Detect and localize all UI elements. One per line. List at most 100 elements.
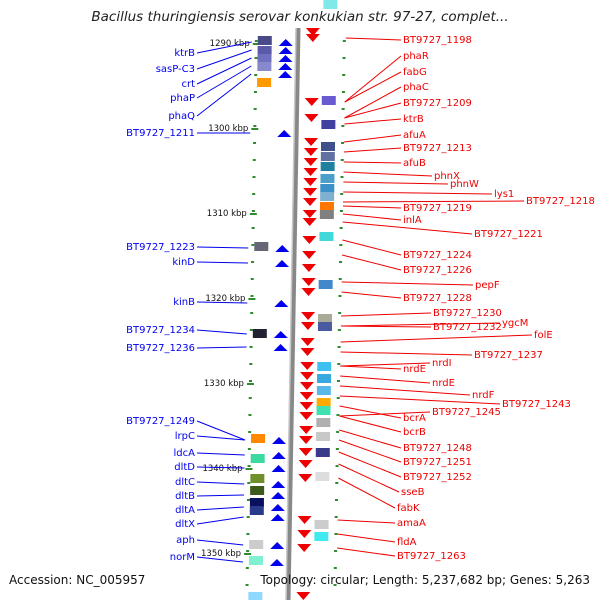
forward-arrow	[275, 245, 290, 252]
scale-label: 1290 kbp	[210, 39, 250, 49]
accession-label: Accession: NC_005957	[9, 573, 146, 587]
reverse-gene-label: ygcM	[502, 318, 528, 329]
reverse-gene-label: phaR	[403, 51, 429, 62]
forward-gene-label: kinD	[172, 257, 195, 268]
tick-mark-right	[341, 108, 345, 110]
reverse-gene-label: BT9727_1263	[397, 551, 466, 562]
tick-mark-left	[248, 414, 252, 416]
reverse-leader-line	[338, 463, 400, 493]
forward-feature-bar	[250, 474, 265, 483]
reverse-gene-label: phnW	[450, 179, 479, 190]
reverse-gene-label: BT9727_1219	[403, 203, 472, 214]
reverse-gene-label: fabK	[397, 503, 420, 514]
forward-arrow	[278, 71, 293, 78]
reverse-leader-line	[340, 351, 473, 356]
forward-leader-line	[196, 556, 243, 563]
forward-gene-label: dltC	[175, 477, 195, 488]
reverse-gene-label: lys1	[494, 189, 514, 200]
reverse-feature-bar	[320, 162, 335, 171]
reverse-feature-bar	[318, 314, 333, 323]
tick-mark-right	[341, 125, 345, 127]
reverse-arrow	[303, 168, 318, 176]
forward-feature-bar	[249, 498, 264, 507]
reverse-gene-label: pepF	[475, 280, 500, 291]
reverse-gene-label: ktrB	[403, 114, 424, 125]
forward-gene-label: BT9727_1249	[126, 416, 195, 427]
tick-mark-left	[251, 244, 255, 246]
tick-mark-left	[248, 431, 252, 433]
reverse-gene-label: sseB	[401, 487, 425, 498]
reverse-arrow	[298, 460, 313, 468]
scale-tick	[246, 383, 254, 385]
reverse-feature-bar	[316, 418, 331, 427]
forward-arrow	[275, 260, 290, 267]
forward-gene-label: phaP	[170, 93, 195, 104]
tick-mark-left	[249, 329, 253, 331]
reverse-arrow	[305, 34, 320, 42]
reverse-arrow	[303, 198, 318, 206]
reverse-leader-line	[340, 362, 431, 367]
forward-leader-line	[196, 516, 244, 525]
forward-arrow	[270, 504, 285, 511]
topology-label: Topology: circular; Length: 5,237,682 bp…	[260, 573, 590, 587]
reverse-leader-line	[339, 429, 402, 449]
tick-mark-right	[335, 465, 339, 467]
tick-mark-left	[246, 533, 250, 535]
scale-tick	[251, 128, 259, 130]
reverse-feature-bar	[320, 142, 335, 151]
tick-mark-left	[247, 465, 251, 467]
reverse-feature-bar	[320, 174, 335, 183]
reverse-arrow	[303, 158, 318, 166]
forward-gene-label: ktrB	[174, 48, 195, 59]
map-title: Bacillus thuringiensis serovar konkukian…	[91, 9, 509, 25]
reverse-gene-label: nrdI	[432, 358, 452, 369]
reverse-feature-bar	[320, 152, 335, 161]
forward-feature-bar	[248, 556, 263, 565]
reverse-arrow	[302, 210, 317, 218]
tick-mark-left	[246, 550, 250, 552]
tick-mark-left	[250, 295, 254, 297]
reverse-arrow	[300, 372, 315, 380]
scale-tick	[245, 468, 253, 470]
reverse-arrow	[299, 426, 314, 434]
forward-leader-line	[196, 73, 252, 117]
scale-label: 1320 kbp	[205, 294, 245, 304]
forward-feature-bar	[249, 540, 264, 549]
reverse-gene-label: fabG	[403, 67, 427, 78]
forward-arrow	[271, 481, 286, 488]
forward-feature-bar	[249, 506, 264, 515]
reverse-arrow	[299, 392, 314, 400]
tick-mark-right	[336, 431, 340, 433]
forward-gene-label: kinB	[173, 297, 195, 308]
reverse-leader-line	[339, 405, 402, 419]
forward-gene-label: crt	[181, 79, 195, 90]
forward-arrow	[271, 465, 286, 472]
forward-leader-line	[196, 494, 245, 497]
reverse-arrow	[301, 288, 316, 296]
reverse-feature-bar	[318, 280, 333, 289]
reverse-leader-line	[342, 254, 402, 271]
reverse-feature-bar	[321, 96, 336, 105]
forward-feature-bar	[257, 46, 272, 55]
forward-gene-label: dltB	[175, 491, 195, 502]
scale-label: 1310 kbp	[207, 209, 247, 219]
reverse-feature-bar	[314, 532, 329, 541]
reverse-leader-line	[343, 147, 402, 153]
forward-gene-label: dltX	[175, 519, 195, 530]
reverse-feature-bar	[316, 432, 331, 441]
reverse-gene-label: nrdF	[472, 390, 495, 401]
reverse-gene-label: BT9727_1243	[502, 399, 571, 410]
forward-leader-line	[196, 481, 245, 485]
forward-feature-bar	[254, 242, 269, 251]
reverse-leader-line	[340, 375, 431, 384]
forward-gene-label: BT9727_1223	[126, 242, 195, 253]
scale-tick	[249, 213, 257, 215]
tick-mark-right	[334, 499, 338, 501]
reverse-leader-line	[340, 365, 402, 370]
reverse-gene-label: BT9727_1245	[432, 407, 501, 418]
tick-mark-left	[250, 312, 254, 314]
reverse-arrow	[303, 178, 318, 186]
reverse-feature-bar	[319, 210, 334, 219]
tick-mark-right	[339, 244, 343, 246]
